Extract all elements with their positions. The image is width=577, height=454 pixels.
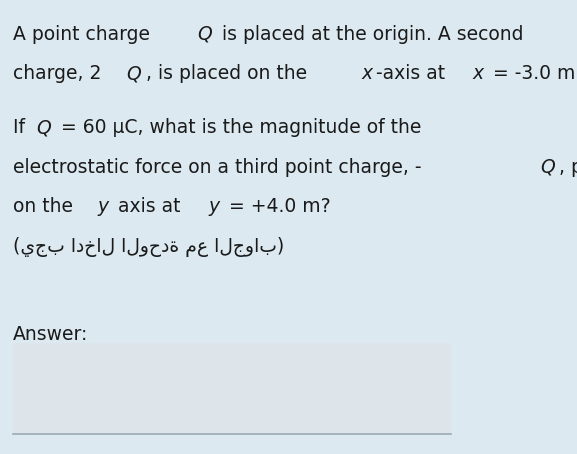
Text: axis at: axis at bbox=[112, 197, 187, 216]
Text: electrostatic force on a third point charge, -: electrostatic force on a third point cha… bbox=[13, 158, 421, 177]
Text: (يجب ادخال الوحدة مع الجواب): (يجب ادخال الوحدة مع الجواب) bbox=[13, 237, 284, 257]
Text: = -3.0 m.: = -3.0 m. bbox=[487, 64, 577, 84]
Text: y: y bbox=[208, 197, 219, 216]
Text: -axis at: -axis at bbox=[376, 64, 451, 84]
Text: , placed: , placed bbox=[559, 158, 577, 177]
FancyBboxPatch shape bbox=[13, 343, 451, 434]
Text: x: x bbox=[361, 64, 373, 84]
Text: y: y bbox=[98, 197, 109, 216]
Text: on the: on the bbox=[13, 197, 78, 216]
Text: is placed at the origin. A second: is placed at the origin. A second bbox=[216, 25, 524, 44]
Text: Q: Q bbox=[36, 118, 51, 137]
Text: = 60 μC, what is the magnitude of the: = 60 μC, what is the magnitude of the bbox=[55, 118, 421, 137]
Text: = +4.0 m?: = +4.0 m? bbox=[223, 197, 330, 216]
Text: x: x bbox=[473, 64, 484, 84]
Text: If: If bbox=[13, 118, 31, 137]
Text: Q: Q bbox=[540, 158, 554, 177]
Text: Q: Q bbox=[197, 25, 212, 44]
Text: A point charge: A point charge bbox=[13, 25, 156, 44]
Text: Answer:: Answer: bbox=[13, 325, 88, 344]
Text: Q: Q bbox=[127, 64, 141, 84]
Text: charge, 2: charge, 2 bbox=[13, 64, 101, 84]
Text: , is placed on the: , is placed on the bbox=[146, 64, 313, 84]
